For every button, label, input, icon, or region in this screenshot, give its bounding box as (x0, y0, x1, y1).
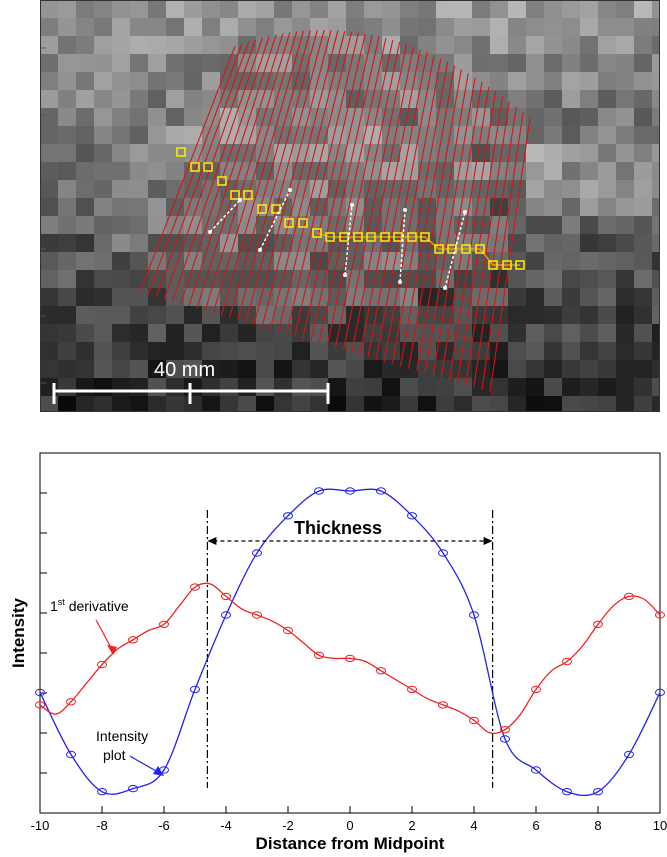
data-point (531, 766, 541, 774)
x-tick-label: 8 (594, 818, 601, 833)
data-point (66, 698, 76, 706)
data-point (128, 784, 138, 793)
data-point (345, 487, 355, 495)
mri-image-panel: 40 mm (40, 0, 660, 412)
derivative-pointer-arrow (95, 619, 117, 655)
data-point (500, 726, 510, 734)
intensity-annotation-line2: plot (103, 747, 126, 763)
data-point (314, 487, 324, 495)
data-point (407, 685, 417, 694)
x-tick-label: -4 (220, 818, 232, 833)
data-point (97, 660, 107, 669)
data-point (252, 611, 262, 619)
data-point (624, 592, 634, 601)
data-point (655, 611, 665, 619)
series-line-derivative (39, 582, 661, 735)
red-profile-lines (139, 29, 531, 393)
x-axis-ticks: -10 -8 -6 -4 -2 0 2 4 6 8 10 (31, 806, 667, 833)
data-point (531, 685, 541, 694)
data-point (97, 788, 107, 796)
x-tick-label: 6 (532, 818, 539, 833)
thickness-label: Thickness (294, 518, 382, 538)
data-point (376, 667, 386, 675)
data-point (624, 750, 634, 759)
x-tick-label: -8 (96, 818, 108, 833)
data-point (593, 788, 603, 796)
data-point (438, 549, 448, 557)
data-point (283, 626, 293, 635)
data-point (221, 592, 231, 601)
thickness-boundary-markers (206, 510, 494, 788)
y-axis-ticks (40, 452, 47, 774)
data-point (190, 583, 200, 591)
x-tick-label: -10 (31, 818, 50, 833)
series-layer (35, 487, 665, 797)
data-point (221, 611, 231, 619)
x-tick-label: 4 (470, 818, 477, 833)
intensity-pointer-arrow (129, 755, 164, 776)
data-point (283, 512, 293, 520)
data-point (35, 701, 45, 709)
derivative-label-base: 1 (50, 598, 58, 614)
data-point (655, 688, 665, 697)
data-point (562, 657, 572, 666)
series-line-intensity (39, 488, 661, 797)
data-point (252, 549, 262, 557)
thickness-arrow-head-right (483, 537, 493, 545)
derivative-annotation-label: 1st derivative (50, 597, 129, 614)
y-axis-label: Intensity (9, 598, 28, 668)
data-point (562, 788, 572, 796)
data-point (35, 688, 45, 697)
data-point (438, 701, 448, 709)
data-point (159, 620, 169, 629)
data-point (128, 636, 138, 644)
x-tick-label: 2 (408, 818, 415, 833)
data-point (66, 750, 76, 759)
thickness-arrow-head-left (207, 537, 217, 545)
data-point (593, 620, 603, 629)
x-tick-label: -2 (282, 818, 294, 833)
white-thickness-arrows (208, 188, 467, 290)
derivative-label-rest: derivative (65, 598, 129, 614)
x-tick-label: 10 (653, 818, 667, 833)
data-point (500, 735, 510, 743)
scale-label: 40 mm (154, 359, 215, 381)
grayscale-pixel-background (40, 0, 660, 412)
intensity-annotation-line1: Intensity (96, 728, 148, 744)
x-axis-label: Distance from Midpoint (256, 834, 445, 853)
x-tick-label: 0 (346, 818, 353, 833)
scale-bar (52, 383, 330, 404)
data-point (314, 651, 324, 660)
data-point (469, 716, 479, 725)
data-point (469, 611, 479, 619)
data-point (190, 685, 200, 694)
yellow-midline-path (176, 147, 525, 270)
data-point (345, 654, 355, 663)
derivative-label-sup: st (58, 597, 66, 607)
data-point (407, 512, 417, 520)
image-frame (40, 0, 660, 412)
intensity-chart: -10 -8 -6 -4 -2 0 2 4 6 8 10 Thickness 1st derivat… (9, 452, 667, 853)
plot-area-frame (39, 452, 661, 814)
data-point (376, 487, 386, 495)
x-tick-label: -6 (158, 818, 170, 833)
thickness-arrow (207, 537, 493, 545)
